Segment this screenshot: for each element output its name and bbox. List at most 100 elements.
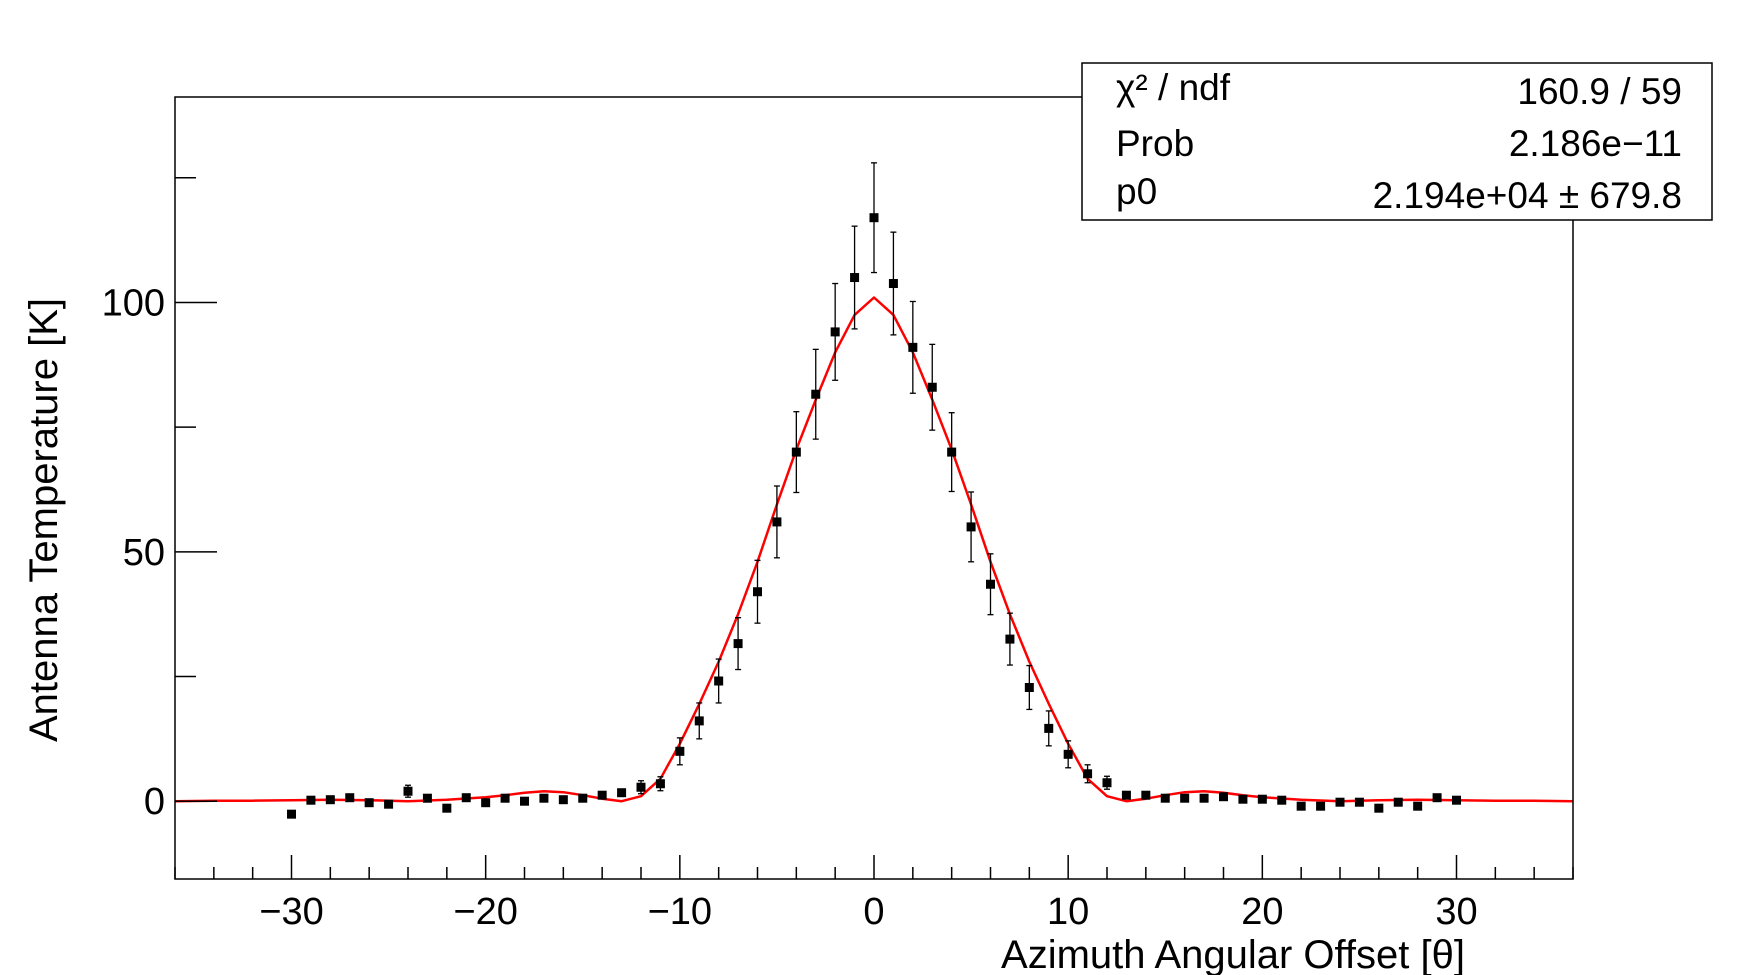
- point-marker: [1083, 769, 1093, 779]
- data-point: [927, 343, 937, 431]
- data-point: [403, 784, 413, 798]
- stats-box-frame: [1081, 62, 1713, 221]
- y-tick-label: 100: [102, 282, 165, 324]
- x-tick-label: −20: [453, 891, 517, 933]
- data-point: [1083, 764, 1093, 784]
- point-marker: [714, 676, 724, 686]
- x-tick-label: 20: [1241, 891, 1283, 933]
- point-marker: [1044, 723, 1054, 733]
- data-point: [1160, 793, 1170, 803]
- point-marker: [927, 382, 937, 392]
- fit-stats-box: χ² / ndf 160.9 / 59 Prob 2.186e−11 p0 2.…: [1081, 62, 1713, 221]
- point-marker: [539, 793, 549, 803]
- stats-value-chi2-ndf: 160.9 / 59: [1517, 71, 1682, 112]
- point-marker: [655, 779, 665, 789]
- data-point: [1335, 797, 1345, 807]
- point-marker: [442, 803, 452, 813]
- data-point: [287, 809, 296, 819]
- data-point: [1277, 795, 1287, 805]
- point-marker: [1238, 794, 1248, 804]
- point-marker: [558, 795, 568, 805]
- point-marker: [520, 796, 529, 806]
- point-marker: [1296, 801, 1306, 811]
- stats-value-p0: 2.194e+04 ± 679.8: [1373, 175, 1682, 216]
- point-marker: [908, 342, 918, 352]
- point-marker: [869, 213, 879, 223]
- data-point: [869, 162, 879, 274]
- data-point: [1199, 793, 1209, 803]
- point-marker: [1199, 793, 1209, 803]
- point-marker: [1374, 803, 1384, 813]
- point-marker: [733, 639, 743, 649]
- data-point: [1316, 801, 1326, 811]
- data-point: [1005, 612, 1015, 666]
- point-marker: [1121, 790, 1131, 800]
- point-marker: [791, 447, 801, 457]
- data-points-layer: [287, 162, 1461, 819]
- data-point: [597, 790, 607, 800]
- data-point: [655, 776, 665, 792]
- data-point: [888, 231, 898, 336]
- data-point: [578, 793, 588, 803]
- data-point: [1063, 740, 1073, 769]
- data-point: [791, 411, 801, 494]
- axes-layer: −30 −20 −10 0 10 20 30 0 50 100: [102, 177, 1574, 933]
- data-point: [1219, 792, 1228, 802]
- data-point: [694, 702, 704, 740]
- data-point: [850, 225, 860, 330]
- data-point: [675, 737, 685, 766]
- data-point: [1024, 664, 1034, 711]
- point-marker: [888, 279, 898, 289]
- data-point: [1180, 793, 1190, 803]
- data-point: [1413, 801, 1423, 811]
- data-point: [364, 798, 374, 808]
- point-marker: [461, 793, 471, 803]
- data-point: [811, 348, 821, 440]
- data-point: [1257, 794, 1267, 804]
- point-marker: [306, 795, 316, 805]
- data-point: [384, 799, 394, 809]
- point-marker: [636, 782, 646, 792]
- data-point: [908, 300, 918, 394]
- y-axis-title: Antenna Temperature [K]: [22, 298, 66, 742]
- data-point: [753, 559, 762, 624]
- point-marker: [1180, 793, 1190, 803]
- fit-curve: [174, 296, 1574, 803]
- point-marker: [753, 587, 762, 597]
- point-marker: [1219, 792, 1228, 802]
- point-marker: [1141, 790, 1151, 800]
- point-marker: [1277, 795, 1287, 805]
- data-point: [345, 793, 355, 803]
- data-point: [947, 412, 957, 493]
- data-point: [500, 793, 510, 803]
- data-point: [1374, 803, 1384, 813]
- data-point: [306, 795, 316, 805]
- data-point: [714, 658, 724, 704]
- point-marker: [1005, 634, 1015, 644]
- data-point: [617, 788, 627, 798]
- point-marker: [1257, 794, 1267, 804]
- data-point: [636, 780, 646, 795]
- point-marker: [675, 746, 685, 756]
- point-marker: [772, 517, 782, 527]
- point-marker: [947, 447, 957, 457]
- data-point: [422, 793, 432, 803]
- data-point: [481, 798, 491, 808]
- stats-value-prob: 2.186e−11: [1509, 123, 1682, 164]
- data-point: [772, 485, 782, 559]
- point-marker: [1452, 795, 1461, 805]
- point-marker: [1316, 801, 1326, 811]
- point-marker: [617, 788, 627, 798]
- data-point: [1393, 797, 1403, 807]
- point-marker: [403, 786, 413, 796]
- data-point: [461, 793, 471, 803]
- point-marker: [1354, 797, 1364, 807]
- point-marker: [966, 522, 976, 532]
- data-point: [1141, 790, 1151, 800]
- x-tick-label: 30: [1435, 891, 1477, 933]
- point-marker: [325, 795, 335, 805]
- data-point: [325, 795, 335, 805]
- data-point: [830, 282, 840, 381]
- point-marker: [287, 809, 296, 819]
